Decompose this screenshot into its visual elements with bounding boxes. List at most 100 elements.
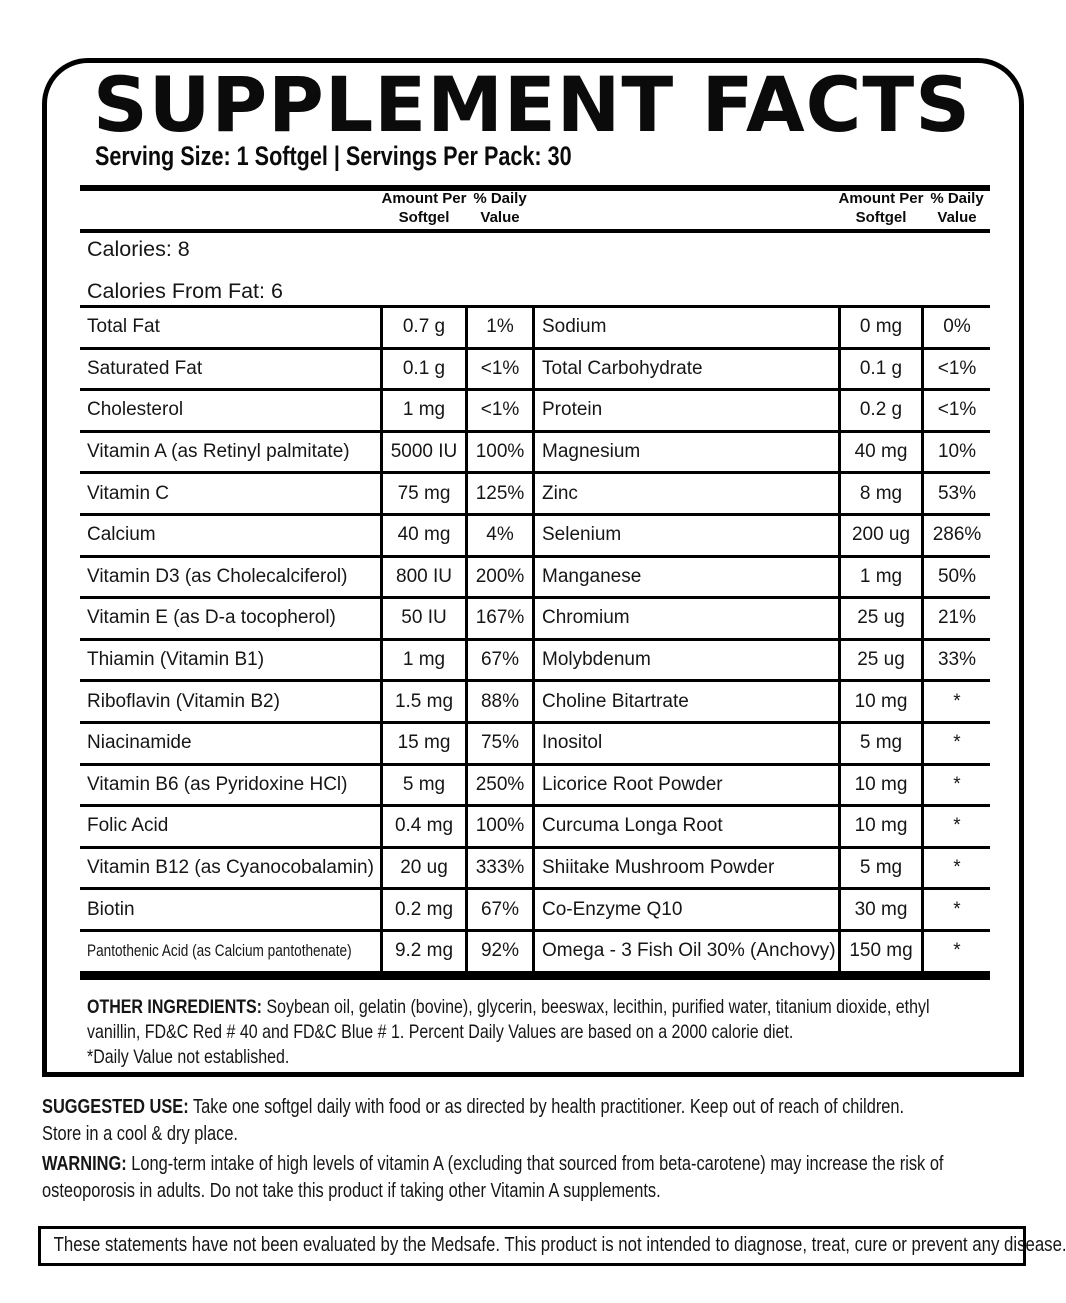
daily-value-footnote: *Daily Value not established. [87, 1046, 290, 1068]
nutrient-name: Vitamin C [87, 482, 170, 504]
daily-value: 33% [937, 649, 977, 671]
nutrient-name: Saturated Fat [87, 357, 203, 379]
suggested-use-label: SUGGESTED USE: [42, 1096, 189, 1118]
nutrient-name: Vitamin A (as Retinyl palmitate) [87, 441, 350, 463]
amount-value: 30 mg [838, 890, 924, 929]
table-row: Vitamin E (as D-a tocopherol) 50 IU 167% Ch… [80, 599, 990, 641]
nutrient-name: Vitamin E (as D-a tocopherol) [87, 607, 336, 629]
amount-value: 5 mg [838, 848, 924, 888]
table-row: Niacinamide 15 mg 75% Inositol 5 mg * [80, 723, 990, 766]
table-row: Total Fat 0.7 g 1% Sodium 0 mg 0% [80, 308, 990, 350]
daily-value: <1% [937, 399, 977, 421]
daily-value: 250% [475, 773, 525, 795]
daily-value: <1% [480, 357, 520, 379]
amount-value: 15 mg [380, 723, 468, 763]
table-row: Vitamin A (as Retinyl palmitate) 5000 IU 1… [80, 432, 990, 475]
daily-value: 50% [937, 565, 977, 587]
amount-value: 1 mg [380, 640, 468, 680]
daily-value: 21% [937, 607, 977, 629]
daily-value: 4% [486, 524, 514, 546]
daily-value: 1% [486, 316, 514, 338]
amount-value: 5 mg [380, 765, 468, 805]
nutrient-name: Co-Enzyme Q10 [532, 890, 838, 929]
suggested-use-text: SUGGESTED USE: Take one softgel daily wi… [42, 1094, 1047, 1148]
nutrient-name: Riboflavin (Vitamin B2) [87, 690, 280, 712]
nutrient-name: Protein [532, 391, 838, 430]
other-ingredients-text: OTHER INGREDIENTS: Soybean oil, gelatin … [87, 995, 993, 1070]
table-bottom-rule [80, 973, 990, 980]
daily-value: 100% [475, 441, 525, 463]
nutrient-name: Manganese [532, 557, 838, 597]
daily-value: <1% [480, 399, 520, 421]
other-ingredients-label: OTHER INGREDIENTS: [87, 996, 263, 1018]
amount-value: 1.5 mg [380, 682, 468, 721]
nutrient-name: Zinc [532, 474, 838, 513]
daily-value: 167% [475, 607, 525, 629]
amount-value: 0.1 g [380, 349, 468, 389]
nutrient-name: Molybdenum [532, 640, 838, 680]
amount-value: 0.7 g [380, 308, 468, 347]
amount-value: 8 mg [838, 474, 924, 513]
nutrient-name: Chromium [532, 599, 838, 638]
table-row: Vitamin B12 (as Cyanocobalamin) 20 ug 333%… [80, 848, 990, 891]
daily-value: * [953, 940, 961, 962]
daily-value: * [953, 773, 961, 795]
column-header-amount-left: Amount Per Softgel [381, 190, 467, 226]
nutrient-name: Curcuma Longa Root [532, 807, 838, 846]
nutrient-name: Sodium [532, 308, 838, 347]
daily-value: 286% [932, 524, 982, 546]
daily-value: 125% [475, 482, 525, 504]
daily-value: * [953, 815, 961, 837]
amount-value: 0.1 g [838, 349, 924, 389]
suggested-use-body: Take one softgel daily with food or as d… [42, 1096, 905, 1145]
nutrient-name: Total Fat [87, 316, 160, 338]
amount-value: 25 ug [838, 599, 924, 638]
daily-value: * [953, 732, 961, 754]
nutrient-name: Licorice Root Powder [532, 765, 838, 805]
table-row: Folic Acid 0.4 mg 100% Curcuma Longa Root 10… [80, 807, 990, 849]
table-row: Cholesterol 1 mg <1% Protein 0.2 g <1% [80, 391, 990, 433]
table-row: Vitamin D3 (as Cholecalciferol) 800 IU 200… [80, 557, 990, 600]
daily-value: 100% [475, 815, 525, 837]
nutrient-name: Total Carbohydrate [532, 349, 838, 389]
amount-value: 25 ug [838, 640, 924, 680]
amount-value: 40 mg [380, 515, 468, 555]
supplement-facts-panel: SUPPLEMENT FACTS Serving Size: 1 Softgel… [42, 58, 1024, 1077]
amount-value: 1 mg [380, 391, 468, 430]
column-header-amount-right: Amount Per Softgel [838, 190, 924, 226]
calories-from-fat-row: Calories From Fat: 6 [87, 279, 283, 303]
table-row: Riboflavin (Vitamin B2) 1.5 mg 88% Choline … [80, 682, 990, 724]
daily-value: 53% [937, 482, 977, 504]
amount-value: 9.2 mg [380, 931, 468, 971]
other-ingredients-body: Soybean oil, gelatin (bovine), glycerin,… [87, 996, 930, 1043]
amount-value: 20 ug [380, 848, 468, 888]
nutrient-name: Magnesium [532, 432, 838, 472]
amount-value: 10 mg [838, 807, 924, 846]
disclaimer-text: These statements have not been evaluated… [53, 1234, 1066, 1256]
amount-value: 10 mg [838, 682, 924, 721]
amount-value: 800 IU [380, 557, 468, 597]
column-header-daily-value-right: % Daily Value [930, 190, 984, 226]
serving-size-line: Serving Size: 1 Softgel | Servings Per P… [95, 141, 572, 171]
amount-value: 150 mg [838, 931, 924, 971]
nutrition-table: Total Fat 0.7 g 1% Sodium 0 mg 0% Saturated Fa… [80, 305, 990, 980]
suggested-use-section: SUGGESTED USE: Take one softgel daily wi… [42, 1094, 1042, 1148]
column-header-daily-value-left: % Daily Value [473, 190, 527, 226]
nutrient-name: Vitamin B12 (as Cyanocobalamin) [87, 857, 374, 879]
table-row: Vitamin B6 (as Pyridoxine HCl) 5 mg 250% Li… [80, 765, 990, 808]
warning-section: WARNING: Long-term intake of high levels… [42, 1151, 1042, 1205]
nutrient-name: Shiitake Mushroom Powder [532, 848, 838, 888]
panel-title: SUPPLEMENT FACTS [93, 60, 972, 149]
nutrient-name: Vitamin D3 (as Cholecalciferol) [87, 565, 348, 587]
amount-value: 0.4 mg [380, 807, 468, 846]
daily-value: 92% [480, 940, 520, 962]
nutrient-name: Inositol [532, 723, 838, 763]
nutrient-name: Niacinamide [87, 732, 192, 754]
table-row: Pantothenic Acid (as Calcium pantothenat… [80, 931, 990, 974]
other-ingredients-section: OTHER INGREDIENTS: Soybean oil, gelatin … [87, 995, 992, 1070]
daily-value: <1% [937, 357, 977, 379]
nutrient-name: Selenium [532, 515, 838, 555]
table-row: Biotin 0.2 mg 67% Co-Enzyme Q10 30 mg * [80, 890, 990, 932]
amount-value: 0.2 g [838, 391, 924, 430]
